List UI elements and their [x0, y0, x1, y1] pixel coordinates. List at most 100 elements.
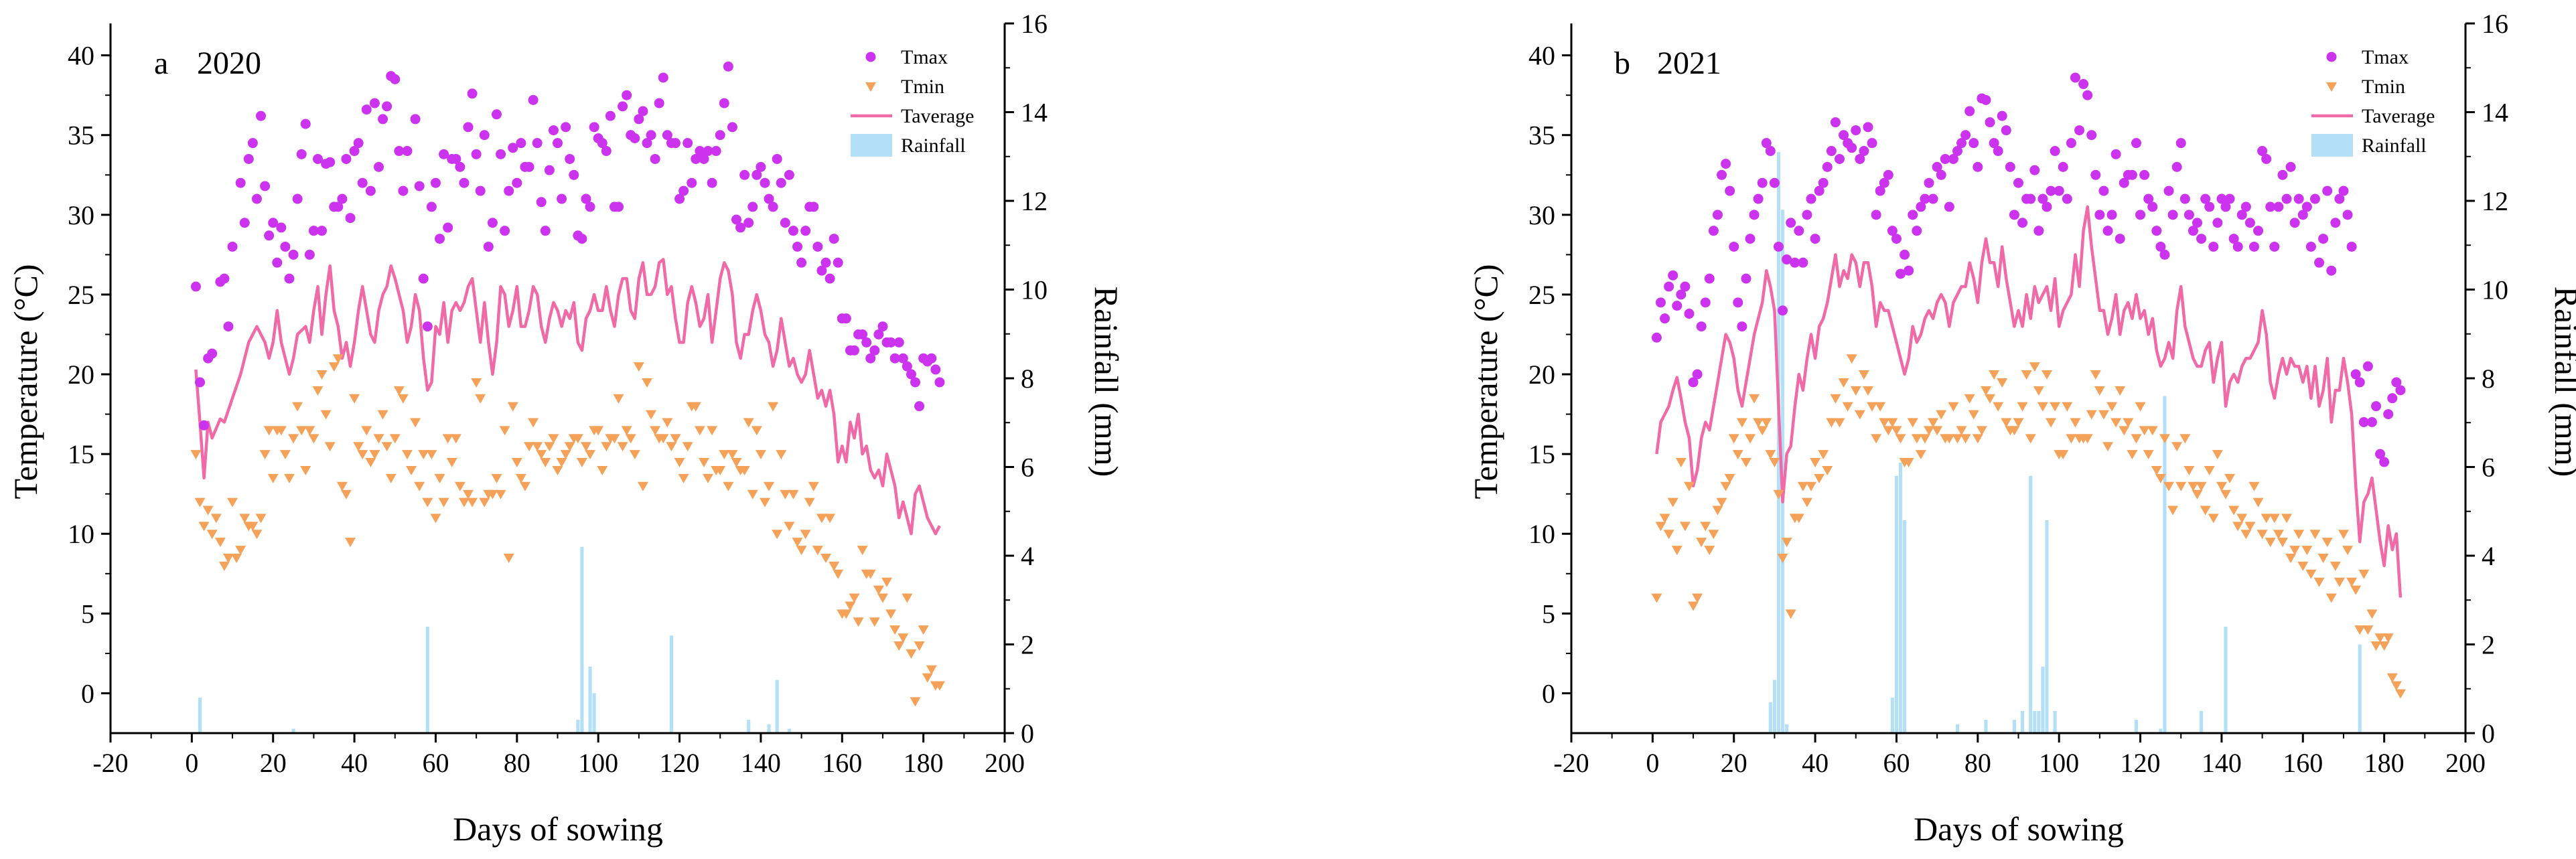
- tmin-point: [873, 585, 884, 595]
- tmin-point: [2017, 402, 2028, 412]
- y2-tick-label: 10: [1021, 275, 1048, 305]
- tmax-point: [280, 241, 291, 252]
- tmin-point: [1785, 609, 1796, 619]
- tmax-point: [638, 106, 648, 116]
- tmax-point: [1651, 332, 1662, 343]
- tmax-point: [2058, 161, 2068, 172]
- tmin-point: [556, 458, 567, 468]
- tmax-point: [422, 321, 433, 332]
- tmax-point: [1684, 309, 1695, 319]
- tmin-point: [503, 553, 514, 563]
- tmax-point: [2005, 161, 2015, 172]
- tmin-point: [2305, 569, 2317, 579]
- tmax-point: [825, 273, 835, 284]
- tmax-point: [223, 321, 234, 332]
- tmax-point: [1973, 161, 1983, 172]
- tmin-point: [564, 442, 575, 452]
- tmax-point: [260, 181, 271, 191]
- tmin-point: [491, 473, 502, 483]
- x-tick-label: 140: [2202, 748, 2242, 778]
- tmin-point: [755, 450, 766, 460]
- tmin-point: [1854, 410, 1865, 420]
- tmax-point: [227, 241, 238, 252]
- tmin-point: [1928, 418, 1939, 428]
- x-tick-label: 120: [2121, 748, 2161, 778]
- y-tick-label: 40: [1528, 41, 1555, 71]
- tmax-point: [2257, 146, 2268, 157]
- rainfall-bar: [1894, 475, 1899, 733]
- legend-label: Tmax: [901, 46, 948, 68]
- tmax-point: [1835, 153, 1845, 164]
- tmax-point: [300, 119, 311, 129]
- tmin-point: [853, 617, 864, 627]
- y-tick-label: 30: [68, 200, 94, 230]
- tmax-point: [2078, 79, 2089, 90]
- tmin-point: [633, 362, 644, 372]
- tmin-point: [2281, 514, 2292, 524]
- tmax-point: [585, 202, 595, 212]
- tmin-point: [1700, 522, 1711, 532]
- tmin-point: [471, 378, 482, 388]
- tmax-point: [235, 177, 246, 188]
- tmax-point: [934, 377, 945, 388]
- tmax-point: [699, 153, 709, 164]
- tmin-point: [1769, 458, 1780, 468]
- tmax-point: [1855, 153, 1865, 164]
- tmin-point: [1980, 386, 1991, 396]
- tmax-point: [1668, 270, 1678, 281]
- tmax-point: [1660, 313, 1670, 324]
- x-tick-label: 20: [260, 748, 287, 778]
- tmin-point: [438, 497, 449, 507]
- tmax-point: [487, 218, 498, 228]
- tmax-point: [2240, 202, 2251, 212]
- tmin-point: [544, 442, 555, 452]
- tmin-point: [2382, 633, 2394, 643]
- tmax-point: [365, 185, 376, 196]
- tmin-point: [332, 354, 344, 364]
- tmax-point: [1680, 281, 1691, 292]
- tmin-point: [2293, 530, 2305, 540]
- tmax-point: [2281, 193, 2292, 204]
- tmax-point: [1794, 226, 1804, 236]
- tmin-point: [1895, 434, 1906, 444]
- tmax-point: [219, 273, 230, 284]
- tmax-point: [898, 353, 908, 364]
- tmax-point: [1733, 297, 1743, 308]
- tmax-point: [2167, 210, 2178, 220]
- tmax-point: [2277, 169, 2288, 180]
- tmin-point: [202, 505, 214, 516]
- tmin-point: [1716, 497, 1727, 507]
- tmin-point: [422, 497, 433, 507]
- x-tick-label: 200: [2445, 748, 2486, 778]
- tmin-point: [1671, 546, 1683, 556]
- tmax-point: [1847, 143, 1857, 153]
- tmin-point: [2131, 434, 2142, 444]
- y-tick-label: 40: [68, 41, 94, 71]
- chart-panel-2021: b 2021 Days of sowing Temperature (°C) R…: [1467, 9, 2576, 848]
- tmin-point: [1887, 418, 1898, 428]
- tmax-point: [877, 321, 888, 332]
- tmax-point: [451, 153, 461, 164]
- tmin-point: [816, 514, 827, 524]
- tmax-point: [512, 177, 522, 188]
- tmax-point: [1729, 241, 1739, 252]
- tmax-point: [349, 146, 360, 157]
- tmax-point: [1887, 226, 1898, 236]
- tmin-point: [312, 386, 324, 396]
- tmax-point: [1916, 202, 1926, 212]
- tmin-point: [2220, 489, 2231, 499]
- tmax-point: [2163, 185, 2174, 196]
- tmax-point: [589, 122, 599, 133]
- y2-tick-label: 12: [1021, 186, 1048, 216]
- tmax-point: [345, 213, 356, 224]
- tmin-point: [284, 473, 295, 483]
- tmin-point: [385, 473, 397, 483]
- tmax-point: [439, 149, 449, 159]
- tmax-point: [2362, 361, 2373, 372]
- rainfall-bar: [1768, 702, 1772, 733]
- tmax-point: [2244, 218, 2255, 228]
- tmax-point: [1725, 185, 1735, 196]
- tmin-point: [601, 442, 612, 452]
- rainfall-bar: [2358, 644, 2362, 733]
- tmax-point: [869, 345, 880, 356]
